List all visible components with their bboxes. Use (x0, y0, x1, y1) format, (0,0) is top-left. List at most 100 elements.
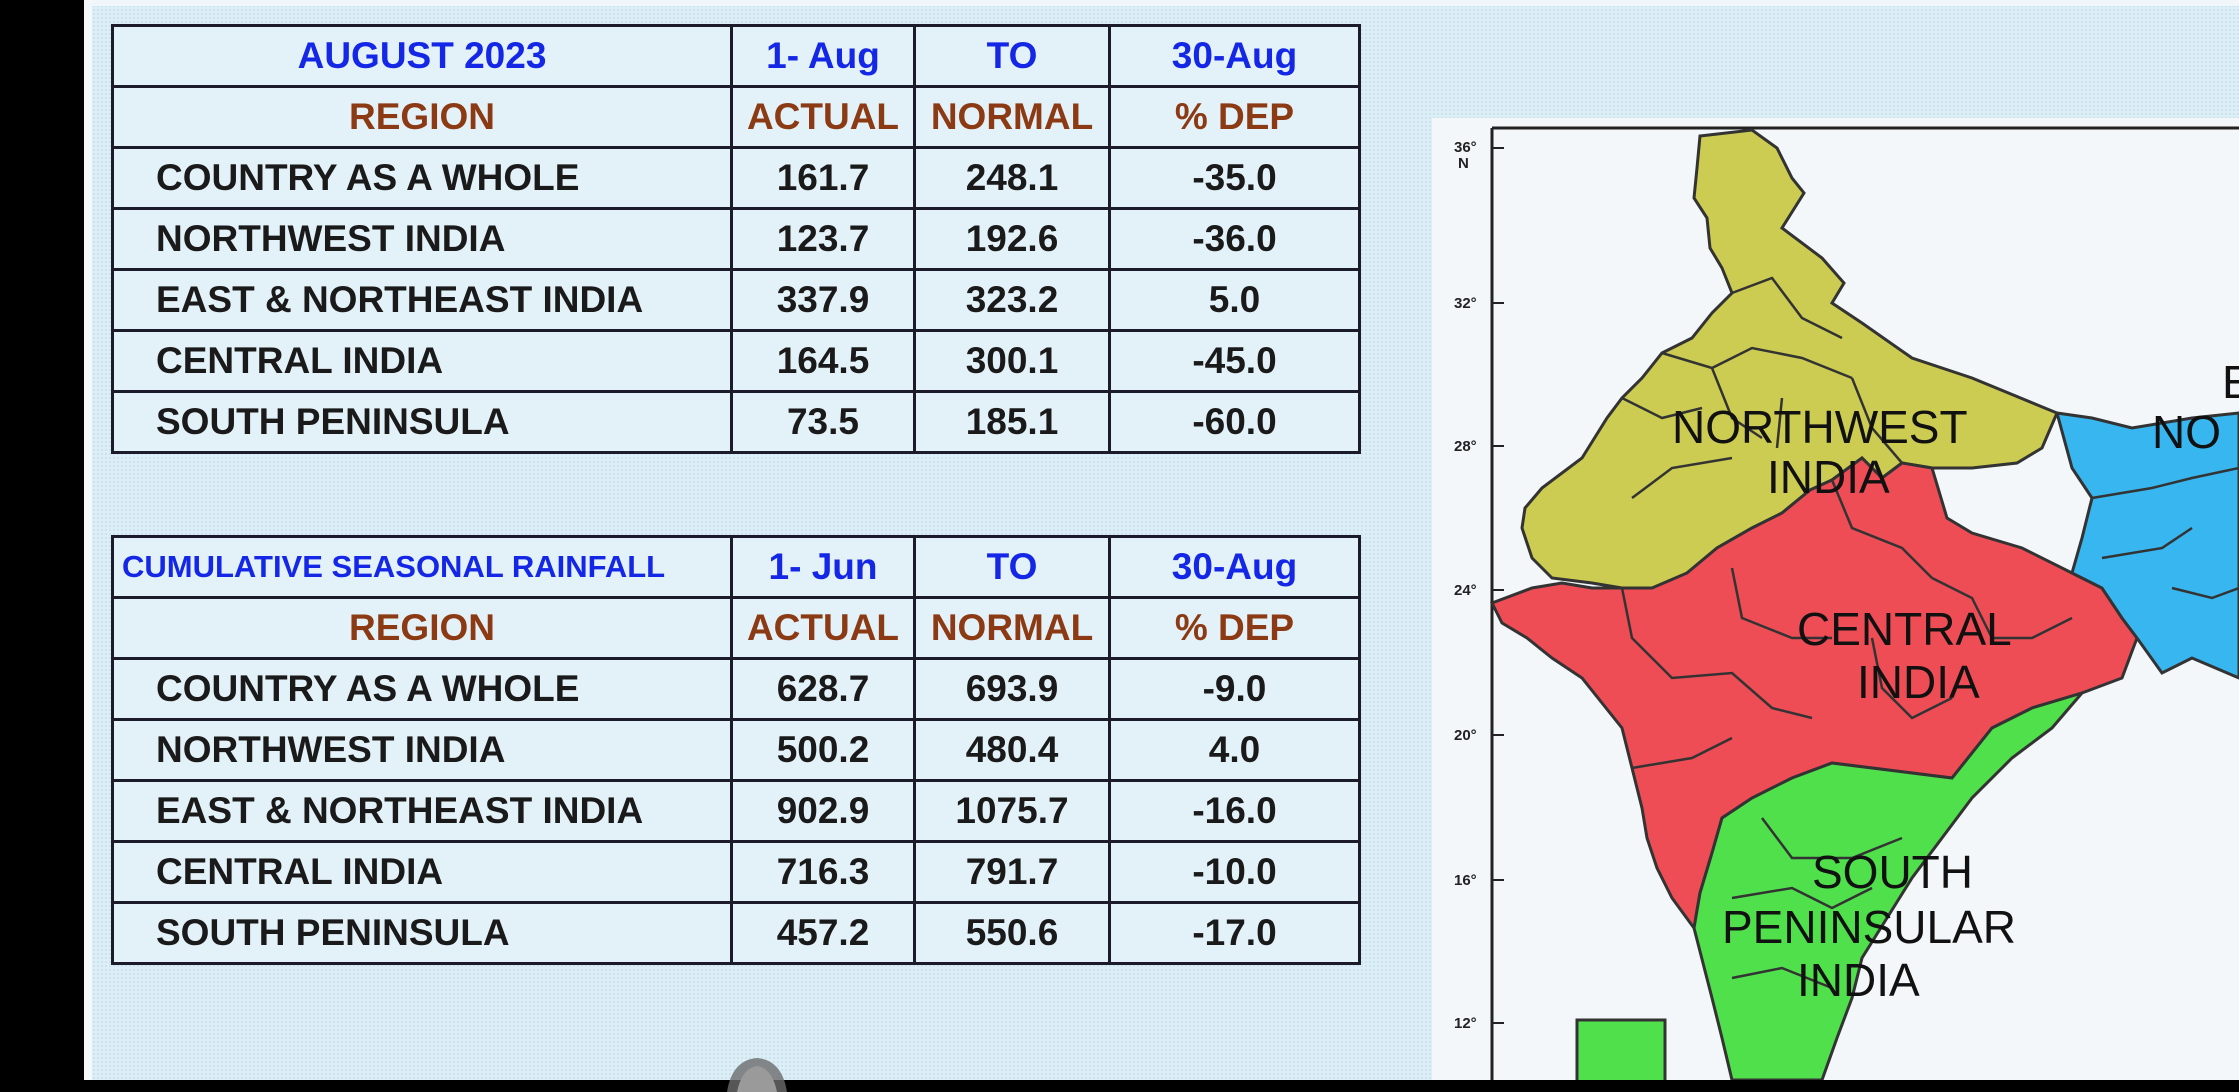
region-cell: EAST & NORTHEAST INDIA (111, 268, 733, 332)
central-region (1489, 456, 2139, 932)
actual-cell: 457.2 (730, 901, 916, 965)
lat-20: 20° (1454, 727, 1477, 744)
region-cell: NORTHWEST INDIA (111, 718, 733, 782)
table-row: SOUTH PENINSULA 73.5 185.1 -60.0 (111, 390, 1361, 454)
top-frame-strip (92, 0, 2239, 6)
table-row: COUNTRY AS A WHOLE 628.7 693.9 -9.0 (111, 657, 1361, 721)
normal-cell: 192.6 (913, 207, 1111, 271)
table-row: CENTRAL INDIA 164.5 300.1 -45.0 (111, 329, 1361, 393)
region-cell: CENTRAL INDIA (111, 329, 733, 393)
actual-cell: 500.2 (730, 718, 916, 782)
region-cell: EAST & NORTHEAST INDIA (111, 779, 733, 843)
lat-16: 16° (1454, 872, 1477, 889)
region-cell: COUNTRY AS A WHOLE (111, 146, 733, 210)
actual-cell: 902.9 (730, 779, 916, 843)
dep-cell: -17.0 (1108, 901, 1361, 965)
august-rainfall-table: AUGUST 2023 1- Aug TO 30-Aug REGION ACTU… (111, 24, 1361, 454)
actual-cell: 164.5 (730, 329, 916, 393)
south-label-line1: SOUTH (1812, 846, 1973, 898)
dep-cell: -16.0 (1108, 779, 1361, 843)
northwest-label-line1: NORTHWEST (1672, 401, 1968, 453)
cumulative-rainfall-table: CUMULATIVE SEASONAL RAINFALL 1- Jun TO 3… (111, 535, 1361, 965)
normal-cell: 185.1 (913, 390, 1111, 454)
islands-box (1575, 1018, 1667, 1080)
south-region (1692, 690, 2087, 1080)
lat-36: 36° (1454, 139, 1477, 156)
table-header-row: REGION ACTUAL NORMAL % DEP (111, 85, 1361, 149)
normal-cell: 300.1 (913, 329, 1111, 393)
normal-cell: 480.4 (913, 718, 1111, 782)
normal-cell: 248.1 (913, 146, 1111, 210)
header-dep: % DEP (1108, 85, 1361, 149)
dep-cell: -36.0 (1108, 207, 1361, 271)
region-cell: COUNTRY AS A WHOLE (111, 657, 733, 721)
dep-cell: 5.0 (1108, 268, 1361, 332)
central-label-line1: CENTRAL (1797, 603, 2012, 655)
period-from: 1- Aug (730, 24, 916, 88)
dep-cell: -9.0 (1108, 657, 1361, 721)
table-row: CENTRAL INDIA 716.3 791.7 -10.0 (111, 840, 1361, 904)
actual-cell: 337.9 (730, 268, 916, 332)
header-region: REGION (111, 85, 733, 149)
east-label-line1: E (2222, 356, 2239, 408)
period-to-word: TO (913, 24, 1111, 88)
central-label-line2: INDIA (1857, 656, 1980, 708)
period-from: 1- Jun (730, 535, 916, 599)
table-row: NORTHWEST INDIA 123.7 192.6 -36.0 (111, 207, 1361, 271)
header-normal: NORMAL (913, 596, 1111, 660)
actual-cell: 628.7 (730, 657, 916, 721)
northwest-label-line2: INDIA (1767, 451, 1890, 503)
dep-cell: -45.0 (1108, 329, 1361, 393)
lat-28: 28° (1454, 438, 1477, 455)
east-label-line2: NO (2152, 406, 2221, 458)
table-row: COUNTRY AS A WHOLE 161.7 248.1 -35.0 (111, 146, 1361, 210)
lat-12: 12° (1454, 1015, 1477, 1032)
actual-cell: 716.3 (730, 840, 916, 904)
india-region-map: 36° N 32° 28° 24° 20° 16° 12° (1432, 118, 2239, 1080)
table-row: EAST & NORTHEAST INDIA 902.9 1075.7 -16.… (111, 779, 1361, 843)
header-normal: NORMAL (913, 85, 1111, 149)
normal-cell: 693.9 (913, 657, 1111, 721)
dep-cell: -10.0 (1108, 840, 1361, 904)
table-row: NORTHWEST INDIA 500.2 480.4 4.0 (111, 718, 1361, 782)
actual-cell: 123.7 (730, 207, 916, 271)
latitude-ticks: 36° N 32° 28° 24° 20° 16° 12° (1454, 139, 1504, 1032)
region-cell: NORTHWEST INDIA (111, 207, 733, 271)
period-to: 30-Aug (1108, 535, 1361, 599)
south-label-line2: PENINSULAR (1722, 901, 2016, 953)
left-divider (84, 0, 92, 1080)
east-region (2054, 411, 2239, 680)
emblem-icon (727, 1058, 787, 1092)
normal-cell: 791.7 (913, 840, 1111, 904)
region-cell: CENTRAL INDIA (111, 840, 733, 904)
table-row: SOUTH PENINSULA 457.2 550.6 -17.0 (111, 901, 1361, 965)
dep-cell: -60.0 (1108, 390, 1361, 454)
actual-cell: 161.7 (730, 146, 916, 210)
header-region: REGION (111, 596, 733, 660)
header-actual: ACTUAL (730, 85, 916, 149)
region-cell: SOUTH PENINSULA (111, 901, 733, 965)
dep-cell: -35.0 (1108, 146, 1361, 210)
period-to-word: TO (913, 535, 1111, 599)
left-black-bar (0, 0, 84, 1080)
header-actual: ACTUAL (730, 596, 916, 660)
table-title-row: AUGUST 2023 1- Aug TO 30-Aug (111, 24, 1361, 88)
table-title: CUMULATIVE SEASONAL RAINFALL (111, 535, 733, 599)
normal-cell: 323.2 (913, 268, 1111, 332)
actual-cell: 73.5 (730, 390, 916, 454)
lat-n: N (1458, 155, 1469, 172)
dep-cell: 4.0 (1108, 718, 1361, 782)
table-header-row: REGION ACTUAL NORMAL % DEP (111, 596, 1361, 660)
header-dep: % DEP (1108, 596, 1361, 660)
map-svg: 36° N 32° 28° 24° 20° 16° 12° (1454, 126, 2239, 1080)
region-cell: SOUTH PENINSULA (111, 390, 733, 454)
period-to: 30-Aug (1108, 24, 1361, 88)
south-label-line3: INDIA (1797, 954, 1920, 1006)
normal-cell: 550.6 (913, 901, 1111, 965)
table-title: AUGUST 2023 (111, 24, 733, 88)
normal-cell: 1075.7 (913, 779, 1111, 843)
lat-24: 24° (1454, 582, 1477, 599)
table-row: EAST & NORTHEAST INDIA 337.9 323.2 5.0 (111, 268, 1361, 332)
lat-32: 32° (1454, 295, 1477, 312)
